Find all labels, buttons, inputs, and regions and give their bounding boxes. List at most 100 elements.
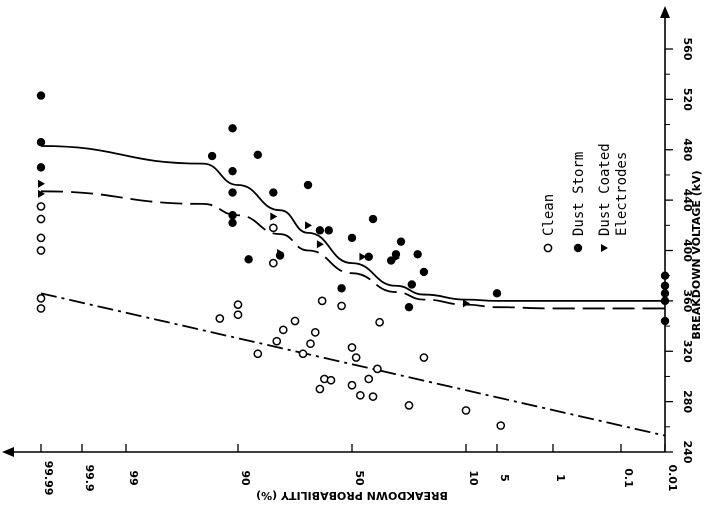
legend-marker-dust-storm xyxy=(573,243,583,253)
point-clean xyxy=(298,349,308,359)
x-tick-label: 1 xyxy=(554,474,567,482)
point-dust-coated-electrodes xyxy=(463,299,470,308)
point-dust-storm xyxy=(303,180,313,190)
legend-label-dust-coated-electrodes: Dust Coated xyxy=(597,143,613,236)
point-clean xyxy=(419,353,429,362)
point-dust-storm xyxy=(419,267,429,277)
point-clean xyxy=(461,406,471,415)
point-dust-storm xyxy=(36,163,46,172)
y-tick-label: 240 xyxy=(681,441,694,464)
point-clean xyxy=(351,353,361,362)
point-clean xyxy=(368,392,378,401)
point-dust-storm xyxy=(660,271,670,280)
point-clean xyxy=(36,304,46,313)
point-clean xyxy=(268,223,278,233)
point-dust-coated-electrodes xyxy=(392,254,400,263)
point-dust-storm xyxy=(244,255,253,264)
y-tick-label: 520 xyxy=(681,88,694,111)
point-dust-storm xyxy=(324,226,333,235)
x-axis-arrow xyxy=(2,447,14,457)
point-dust-storm xyxy=(660,281,670,290)
data-marks xyxy=(36,91,670,430)
point-clean xyxy=(375,317,384,327)
point-dust-storm xyxy=(315,226,325,235)
point-dust-storm xyxy=(228,166,237,176)
point-clean xyxy=(268,258,278,268)
point-clean xyxy=(306,339,315,349)
fit-lines xyxy=(40,145,666,437)
point-dust-storm xyxy=(396,237,406,246)
y-tick-label: 560 xyxy=(681,38,694,61)
point-clean xyxy=(317,296,327,306)
x-tick-label: 5 xyxy=(498,474,511,482)
legend-label-dust-coated-electrodes-line2: Electrodes xyxy=(614,152,630,236)
point-dust-storm xyxy=(228,188,237,197)
point-clean xyxy=(233,300,243,310)
point-dust-storm xyxy=(347,233,357,243)
point-dust-coated-electrodes xyxy=(359,252,367,261)
point-clean xyxy=(36,214,46,224)
point-dust-storm xyxy=(660,289,670,298)
x-tick-label: 99 xyxy=(127,470,140,485)
point-clean xyxy=(253,349,263,359)
point-clean xyxy=(36,246,46,255)
point-clean xyxy=(347,380,357,390)
point-dust-coated-electrodes xyxy=(305,221,313,230)
y-tick-label: 280 xyxy=(681,390,694,413)
point-clean xyxy=(272,336,282,346)
fit-line-clean xyxy=(40,292,666,437)
legend-label-clean: Clean xyxy=(541,194,557,236)
point-clean xyxy=(36,233,46,243)
point-clean xyxy=(290,316,300,326)
point-clean xyxy=(36,202,46,211)
point-dust-storm xyxy=(337,284,346,293)
point-dust-storm xyxy=(660,296,670,306)
legend-label-dust-storm: Dust Storm xyxy=(571,152,587,236)
x-tick-label: 0.1 xyxy=(622,468,635,488)
point-clean xyxy=(215,314,225,323)
point-clean xyxy=(36,294,46,303)
x-tick-label: 99.99 xyxy=(42,461,55,496)
fit-line-dust-storm xyxy=(40,145,665,302)
point-dust-storm xyxy=(36,91,46,100)
y-tick-label: 440 xyxy=(681,189,694,212)
point-clean xyxy=(315,384,325,394)
y-axis-title: BREAKDOWN VOLTAGE (kV) xyxy=(690,170,703,339)
point-clean xyxy=(233,310,243,320)
point-dust-storm xyxy=(207,151,217,161)
point-dust-coated-electrodes xyxy=(38,189,45,198)
point-clean xyxy=(310,328,320,337)
point-dust-storm xyxy=(660,316,670,326)
x-axis-title: BREAKDOWN PROBABILITY (%) xyxy=(256,489,448,502)
x-tick-label: 50 xyxy=(353,470,366,486)
point-dust-storm xyxy=(368,214,378,224)
legend-marker-clean xyxy=(543,243,553,253)
point-clean xyxy=(496,421,506,430)
point-dust-coated-electrodes xyxy=(38,179,45,188)
point-clean xyxy=(326,375,336,385)
point-dust-storm xyxy=(228,218,237,227)
point-dust-coated-electrodes xyxy=(277,249,285,258)
x-tick-label: 10 xyxy=(467,470,480,486)
y-axis-arrow xyxy=(660,6,670,18)
point-dust-storm xyxy=(269,188,278,197)
y-tick-label: 480 xyxy=(681,138,694,161)
point-clean xyxy=(373,364,382,374)
point-dust-coated-electrodes xyxy=(316,240,324,249)
point-clean xyxy=(355,390,365,400)
legend: Clean Dust Storm Dust Coated Electrodes xyxy=(541,143,630,253)
axis-titles: BREAKDOWN PROBABILITY (%) BREAKDOWN VOLTA… xyxy=(256,170,703,502)
y-tick-label: 360 xyxy=(681,289,694,312)
x-tick-label: 99.9 xyxy=(83,464,96,491)
point-dust-storm xyxy=(364,252,373,261)
point-dust-storm xyxy=(492,289,502,298)
point-clean xyxy=(337,301,346,311)
point-clean xyxy=(364,374,374,384)
x-tick-label: 0.01 xyxy=(666,464,679,491)
point-clean xyxy=(347,343,357,352)
point-dust-storm xyxy=(413,250,422,259)
x-tick-label: 90 xyxy=(239,470,252,486)
fit-line-dust-coated-electrodes xyxy=(40,190,665,310)
point-dust-storm xyxy=(228,124,237,133)
